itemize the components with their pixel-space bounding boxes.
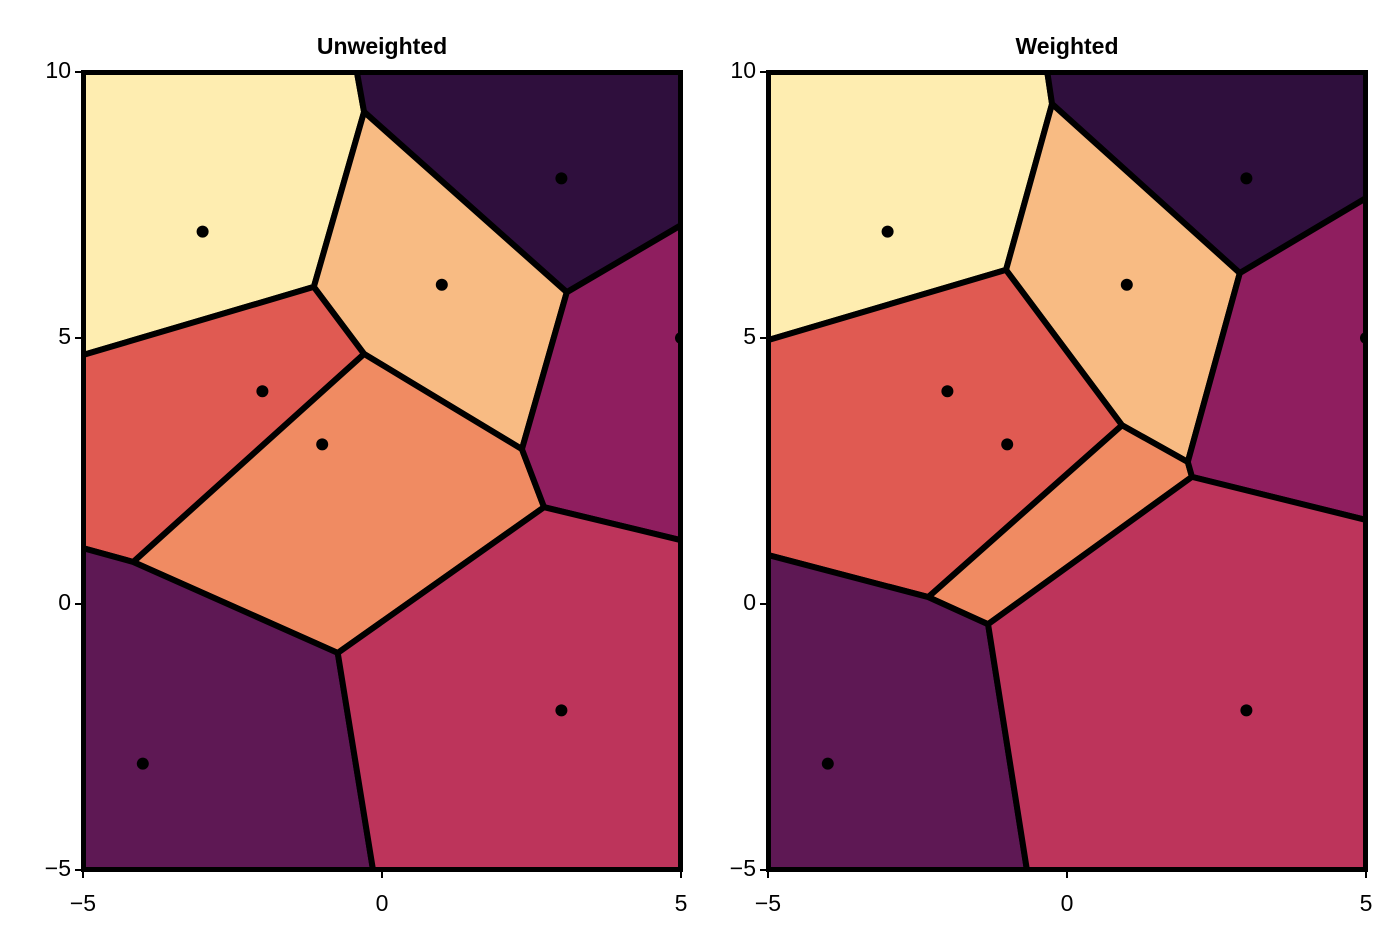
- point: [435, 278, 448, 291]
- y-tick-label: 10: [45, 57, 71, 83]
- y-tick-label: 5: [58, 323, 71, 349]
- voronoi-cell: [985, 473, 1366, 870]
- y-tick-label: 0: [58, 589, 71, 615]
- point: [555, 172, 568, 185]
- x-tick-label: 0: [1061, 890, 1074, 916]
- chart-title: Unweighted: [317, 33, 447, 59]
- x-tick-label: −5: [755, 890, 781, 916]
- point: [196, 225, 209, 238]
- point: [256, 385, 269, 398]
- point: [881, 225, 894, 238]
- x-tick-label: 5: [675, 890, 688, 916]
- point: [1001, 438, 1014, 451]
- point: [821, 757, 834, 770]
- point: [1120, 278, 1133, 291]
- point: [941, 385, 954, 398]
- x-tick-label: 5: [1360, 890, 1373, 916]
- x-tick-label: 0: [376, 890, 389, 916]
- chart-title: Weighted: [1015, 33, 1118, 59]
- point: [1240, 172, 1253, 185]
- plot-area: [768, 72, 1366, 870]
- plot-area: [83, 72, 681, 870]
- point: [136, 757, 149, 770]
- voronoi-cell: [334, 504, 681, 870]
- point: [316, 438, 329, 451]
- point: [1240, 704, 1253, 717]
- y-tick-label: 5: [743, 323, 756, 349]
- y-tick-label: 10: [730, 57, 756, 83]
- point: [555, 704, 568, 717]
- x-tick-label: −5: [70, 890, 96, 916]
- y-tick-label: 0: [743, 589, 756, 615]
- y-tick-label: −5: [45, 855, 71, 881]
- y-tick-label: −5: [730, 855, 756, 881]
